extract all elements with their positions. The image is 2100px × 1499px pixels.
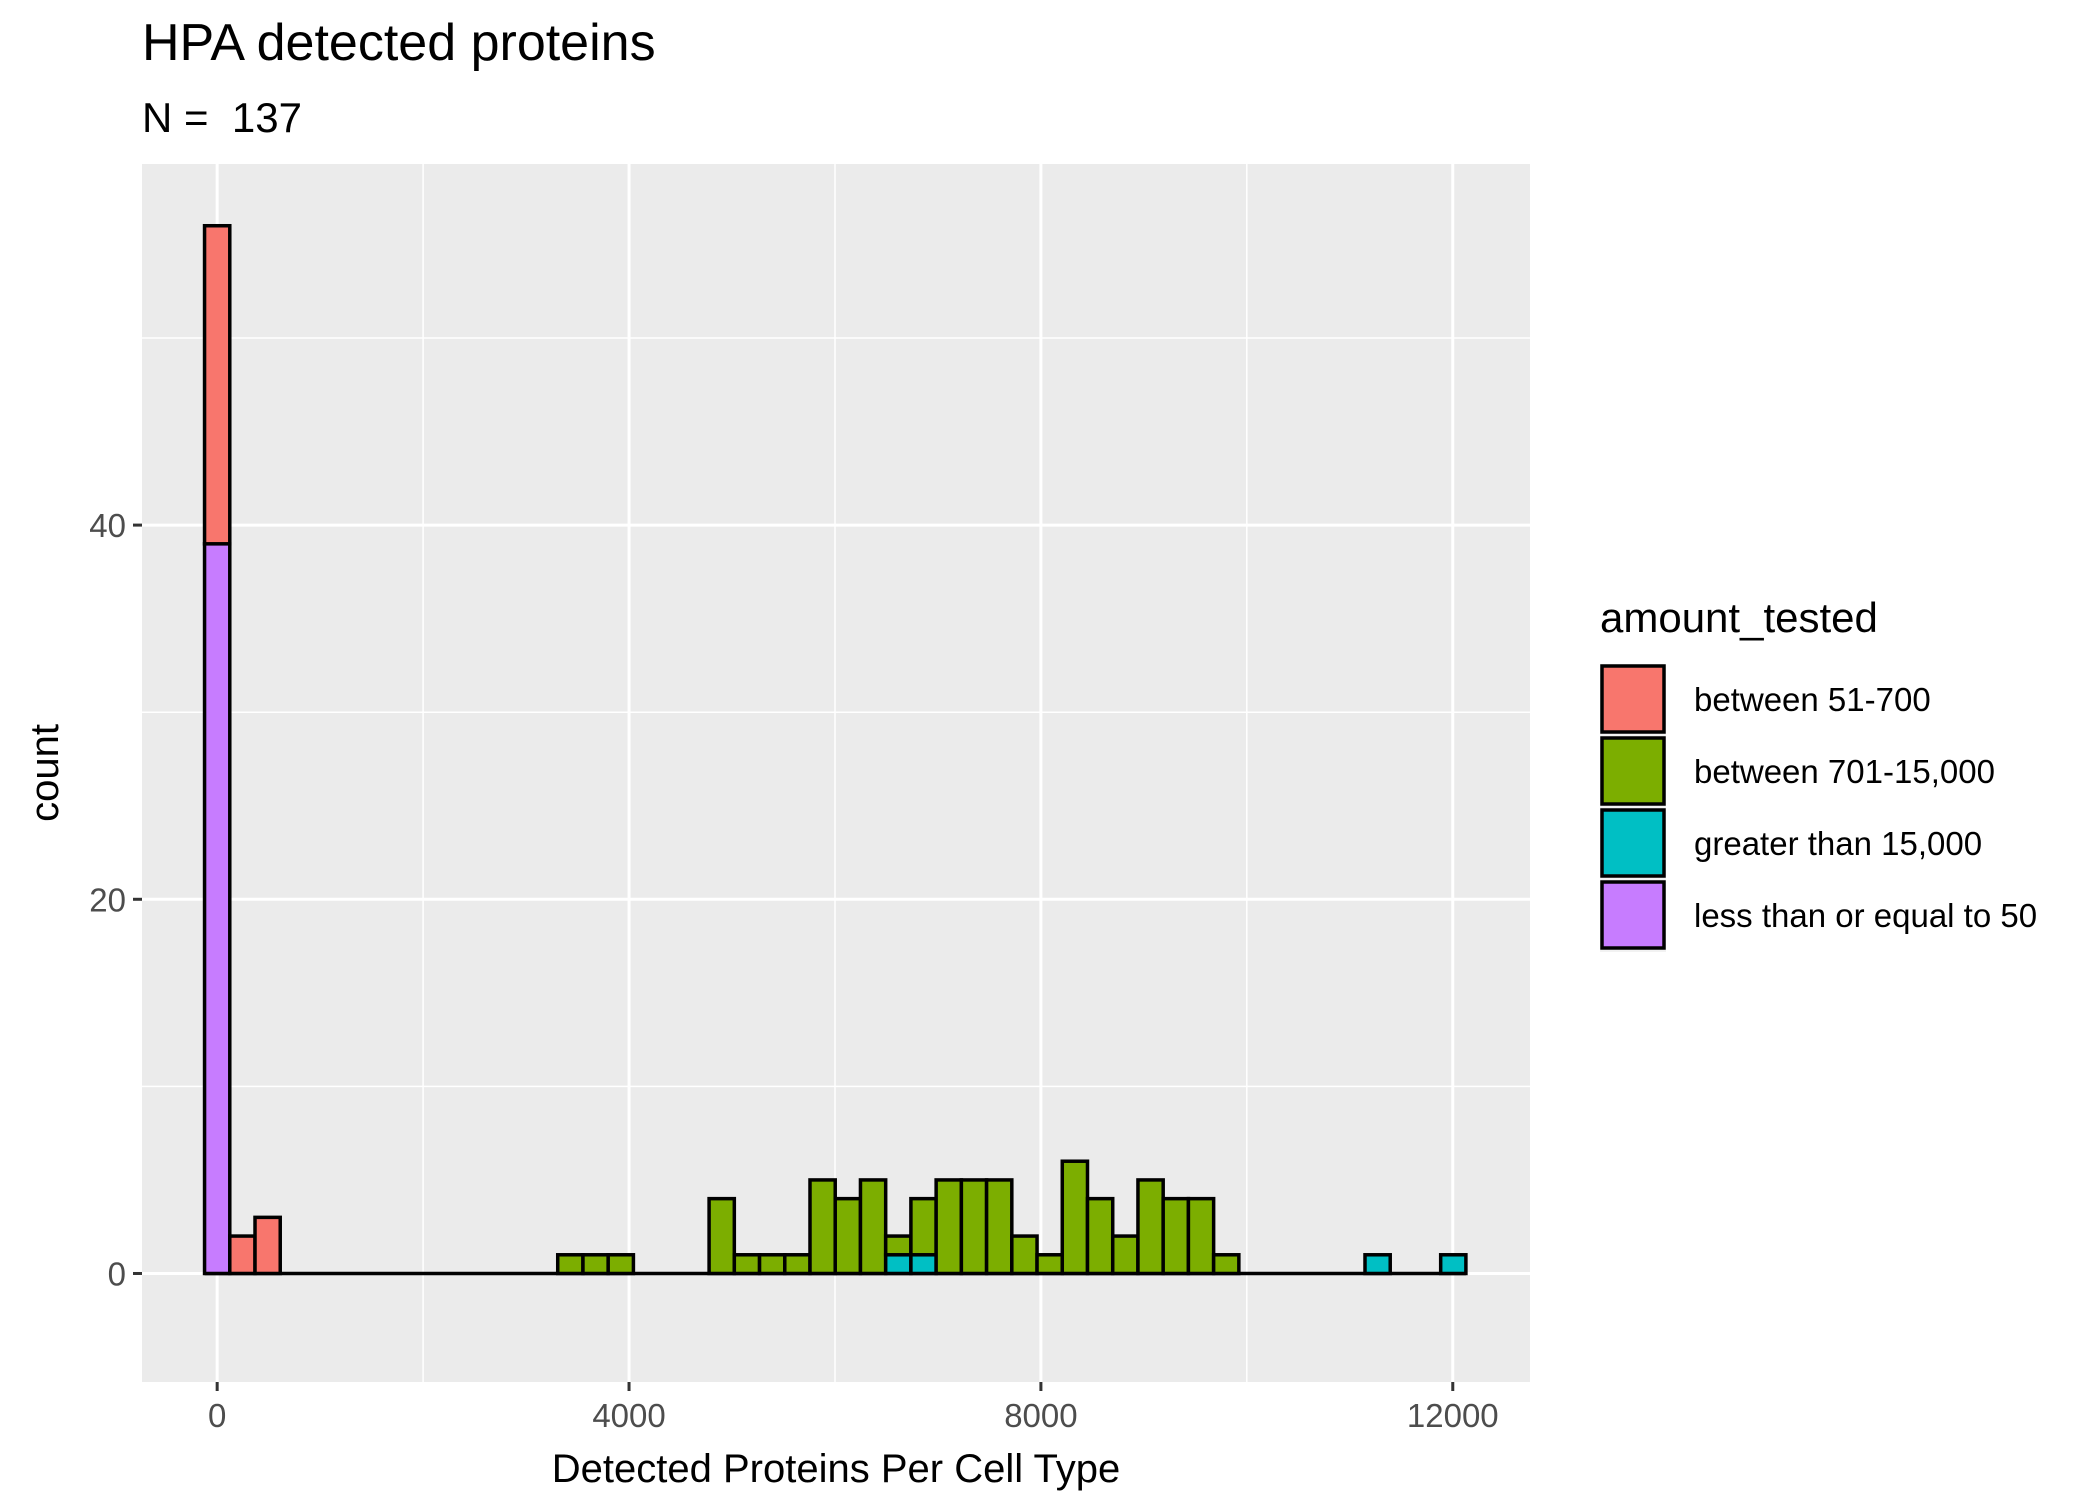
- legend-title: amount_tested: [1600, 594, 1878, 641]
- legend-label: between 701-15,000: [1694, 753, 1995, 790]
- x-axis-title: Detected Proteins Per Cell Type: [552, 1447, 1120, 1491]
- histogram-bar: [909, 1253, 938, 1276]
- histogram-bar: [1110, 1234, 1140, 1276]
- histogram-bar: [1211, 1253, 1241, 1276]
- histogram-bar: [1186, 1196, 1216, 1276]
- histogram-bar: [1085, 1196, 1115, 1276]
- y-tick-label: 0: [108, 1255, 126, 1292]
- chart-subtitle: N = 137: [142, 94, 302, 141]
- histogram-bar: [1010, 1234, 1039, 1276]
- histogram-bar: [606, 1253, 636, 1276]
- x-tick-label: 4000: [592, 1397, 665, 1434]
- histogram-bar: [1060, 1159, 1090, 1276]
- x-tick-label: 0: [208, 1397, 226, 1434]
- histogram-bar: [757, 1253, 787, 1276]
- y-axis-title: count: [23, 724, 67, 822]
- histogram-bar: [1161, 1196, 1191, 1276]
- legend-item: between 701-15,000: [1600, 736, 1995, 808]
- legend-label: greater than 15,000: [1694, 825, 1982, 862]
- legend-swatch: [1600, 808, 1666, 878]
- histogram-bar: [253, 1215, 282, 1276]
- legend-label: between 51-700: [1694, 681, 1931, 718]
- histogram-bar: [202, 542, 232, 1276]
- chart-title: HPA detected proteins: [142, 14, 656, 72]
- histogram-bar: [783, 1253, 812, 1276]
- legend-swatch: [1600, 880, 1666, 950]
- legend-swatch: [1600, 736, 1666, 806]
- histogram-bar: [202, 223, 232, 546]
- legend-label: less than or equal to 50: [1694, 897, 2037, 934]
- histogram-bar: [1438, 1253, 1468, 1276]
- grid-minor: [142, 164, 1530, 1382]
- bars: [202, 223, 1468, 1276]
- histogram-bar: [1136, 1178, 1165, 1276]
- histogram-bar: [1363, 1253, 1392, 1276]
- histogram-bar: [555, 1253, 585, 1276]
- histogram-bar: [1035, 1253, 1065, 1276]
- histogram-bar: [808, 1178, 837, 1276]
- x-tick-label: 8000: [1004, 1397, 1077, 1434]
- histogram-bar: [581, 1253, 610, 1276]
- y-axis: 0 20 40: [89, 507, 142, 1292]
- x-tick-label: 12000: [1407, 1397, 1499, 1434]
- histogram-bar: [833, 1196, 863, 1276]
- histogram-bar: [984, 1178, 1014, 1276]
- histogram-bar: [858, 1178, 888, 1276]
- y-tick-label: 20: [89, 881, 126, 918]
- histogram-bar: [883, 1253, 913, 1276]
- legend-item: between 51-700: [1600, 664, 1931, 736]
- legend-item: greater than 15,000: [1600, 808, 1982, 880]
- y-tick-label: 40: [89, 507, 126, 544]
- legend-item: less than or equal to 50: [1600, 880, 2037, 952]
- legend: amount_tested between 51-700 between 701-…: [1600, 594, 2037, 952]
- histogram-bar: [909, 1196, 938, 1257]
- histogram-bar: [883, 1234, 913, 1257]
- histogram-bar: [228, 1234, 257, 1276]
- histogram-bar: [707, 1196, 737, 1276]
- histogram-bar: [732, 1253, 762, 1276]
- legend-swatch: [1600, 664, 1666, 734]
- x-axis: 0 4000 8000 12000: [208, 1382, 1499, 1434]
- histogram-bar: [959, 1178, 989, 1276]
- histogram-bar: [934, 1178, 964, 1276]
